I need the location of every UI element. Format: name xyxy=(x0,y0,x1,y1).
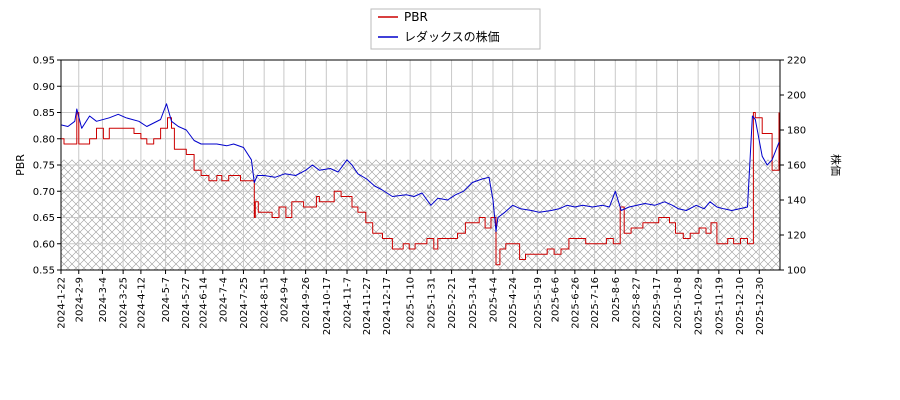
x-tick-label: 2025-12-30 xyxy=(755,277,766,335)
x-tick-label: 2025-2-21 xyxy=(447,277,458,329)
y-left-tick-label: 0.85 xyxy=(33,108,55,119)
x-tick-label: 2024-12-17 xyxy=(382,277,393,335)
x-tick-label: 2025-1-10 xyxy=(406,277,417,329)
x-tick-label: 2024-5-7 xyxy=(161,277,172,322)
series-line-pbr xyxy=(61,112,780,266)
y-left-tick-label: 0.70 xyxy=(33,187,55,198)
series-line-stock-price xyxy=(61,103,780,232)
y-right-tick-label: 200 xyxy=(787,91,806,102)
x-tick-label: 2025-8-6 xyxy=(611,277,622,322)
y-left-tick-label: 0.80 xyxy=(33,134,55,145)
x-tick-label: 2025-4-4 xyxy=(488,277,499,322)
x-tick-label: 2024-1-22 xyxy=(57,277,68,329)
y-axis-left-label: PBR xyxy=(14,154,27,176)
legend-box xyxy=(370,8,541,50)
y-right-tick-label: 100 xyxy=(787,266,806,277)
x-tick-label: 2025-7-16 xyxy=(590,277,601,329)
x-tick-label: 2025-12-10 xyxy=(735,277,746,335)
y-right-tick-label: 120 xyxy=(787,231,806,242)
x-tick-label: 2024-3-25 xyxy=(119,277,130,329)
x-tick-label: 2024-7-4 xyxy=(218,277,229,322)
x-tick-label: 2025-3-14 xyxy=(468,277,479,329)
x-tick-label: 2024-9-26 xyxy=(301,277,312,329)
x-tick-label: 2025-11-19 xyxy=(714,277,725,335)
x-tick-label: 2024-7-25 xyxy=(239,277,250,329)
legend-label-stock-price: レダックスの株価 xyxy=(404,29,500,44)
y-left-tick-label: 0.60 xyxy=(33,239,55,250)
y-left-tick-label: 0.55 xyxy=(33,266,55,277)
x-tick-label: 2025-10-8 xyxy=(673,277,684,329)
x-tick-label: 2025-5-19 xyxy=(533,277,544,329)
hatched-band xyxy=(61,159,780,270)
x-tick-label: 2024-9-4 xyxy=(279,277,290,322)
x-tick-label: 2025-6-6 xyxy=(551,277,562,322)
x-tick-label: 2025-9-17 xyxy=(652,277,663,329)
legend: PBR レダックスの株価 xyxy=(370,8,541,50)
y-left-tick-label: 0.90 xyxy=(33,82,55,93)
x-tick-label: 2024-2-9 xyxy=(74,277,85,322)
x-tick-label: 2024-11-7 xyxy=(343,277,354,329)
y-left-tick-label: 0.65 xyxy=(33,213,55,224)
x-tick-label: 2024-10-17 xyxy=(322,277,333,335)
x-tick-label: 2024-6-14 xyxy=(199,277,210,329)
x-tick-label: 2025-6-26 xyxy=(570,277,581,329)
x-tick-label: 2024-11-27 xyxy=(362,277,373,335)
x-tick-label: 2025-4-24 xyxy=(508,277,519,329)
x-tick-label: 2024-4-12 xyxy=(136,277,147,329)
x-tick-label: 2025-8-27 xyxy=(632,277,643,329)
x-tick-label: 2024-3-4 xyxy=(98,277,109,322)
y-left-tick-label: 0.95 xyxy=(33,56,55,67)
y-right-tick-label: 140 xyxy=(787,196,806,207)
x-tick-label: 2025-1-31 xyxy=(426,277,437,329)
x-tick-label: 2025-10-29 xyxy=(694,277,705,335)
x-tick-label: 2024-5-27 xyxy=(181,277,192,329)
y-right-tick-label: 220 xyxy=(787,56,806,67)
y-right-tick-label: 160 xyxy=(787,161,806,172)
y-axis-right-label: 株価 xyxy=(829,154,843,176)
legend-label-pbr: PBR xyxy=(404,10,428,24)
x-tick-label: 2024-8-15 xyxy=(260,277,271,329)
y-left-tick-label: 0.75 xyxy=(33,161,55,172)
y-right-tick-label: 180 xyxy=(787,126,806,137)
